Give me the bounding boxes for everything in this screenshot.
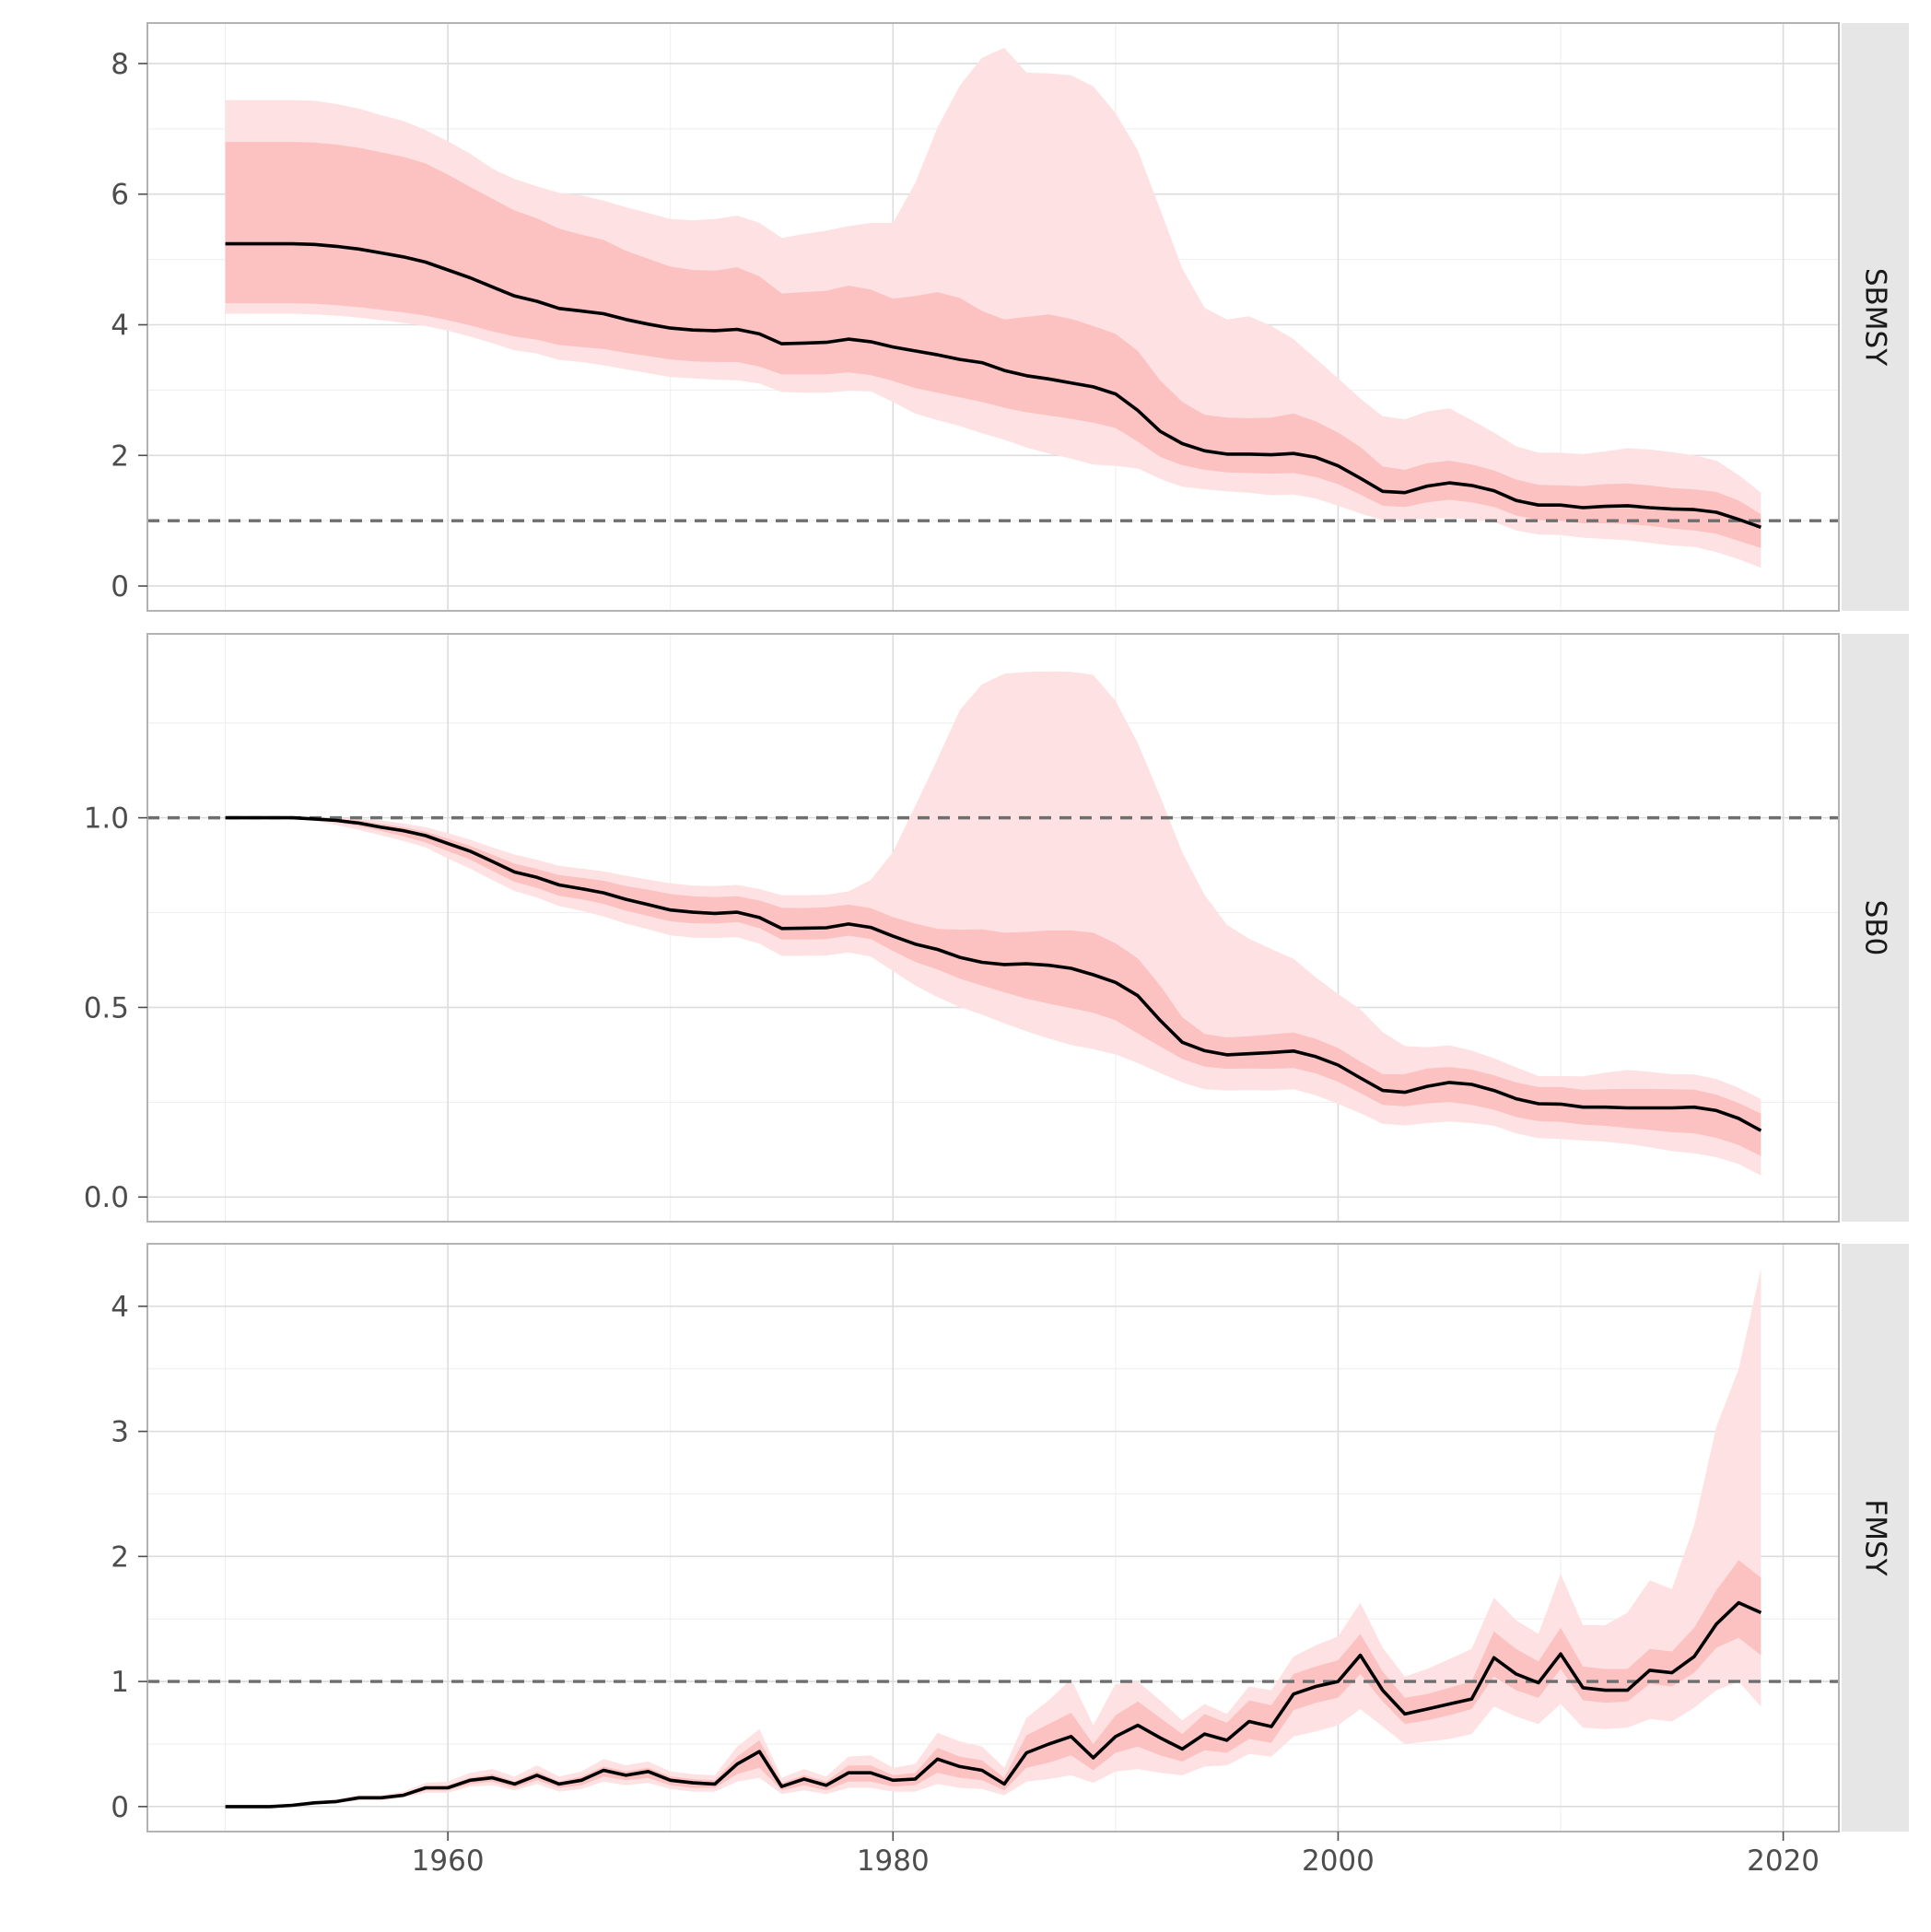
facet-label: FMSY xyxy=(1859,1499,1892,1575)
facet-strip xyxy=(1842,1244,1909,1832)
panel-border xyxy=(146,1243,1840,1832)
facet-label: SBMSY xyxy=(1859,268,1892,366)
y-tick-label: 0.5 xyxy=(84,991,129,1025)
y-tick-label: 1.0 xyxy=(84,802,129,836)
inner-interval-band xyxy=(225,142,1761,548)
y-tick-label: 2 xyxy=(111,439,129,473)
median-line xyxy=(225,815,1762,1132)
outer-interval-band xyxy=(225,671,1761,1176)
outer-interval-band xyxy=(225,47,1761,568)
facet-label: SB0 xyxy=(1859,900,1892,956)
y-tick-label: 0 xyxy=(111,1791,129,1824)
y-tick-label: 4 xyxy=(111,310,129,343)
inner-interval-band xyxy=(225,817,1761,1156)
y-tick-label: 0.0 xyxy=(84,1181,129,1214)
x-tick-label: 2000 xyxy=(1302,1844,1375,1878)
panel-border xyxy=(146,633,1840,1223)
y-tick-label: 8 xyxy=(111,48,129,81)
facet-strip xyxy=(1842,634,1909,1222)
y-tick-label: 1 xyxy=(111,1666,129,1699)
panel-sb0: 0.0 0.5 1.0 SB0 xyxy=(84,633,1909,1223)
facet-strip xyxy=(1842,23,1909,611)
x-tick-label: 1960 xyxy=(412,1844,485,1878)
panel-background xyxy=(146,1243,1840,1832)
panel-border xyxy=(146,22,1840,612)
panel-fmsy: 0 1 2 3 4 FMSY 1960 1980 2000 2020 xyxy=(111,1243,1909,1878)
x-tick-label: 1980 xyxy=(857,1844,930,1878)
median-line xyxy=(225,241,1761,529)
y-tick-label: 0 xyxy=(111,570,129,603)
y-tick-label: 6 xyxy=(111,179,129,212)
y-tick-label: 3 xyxy=(111,1416,129,1449)
y-tick-label: 4 xyxy=(111,1291,129,1324)
panel-sbmsy: 0 2 4 6 8 SBMSY xyxy=(111,22,1909,612)
x-tick-label: 2020 xyxy=(1747,1844,1820,1878)
y-tick-label: 2 xyxy=(111,1540,129,1574)
median-line xyxy=(225,1600,1762,1809)
